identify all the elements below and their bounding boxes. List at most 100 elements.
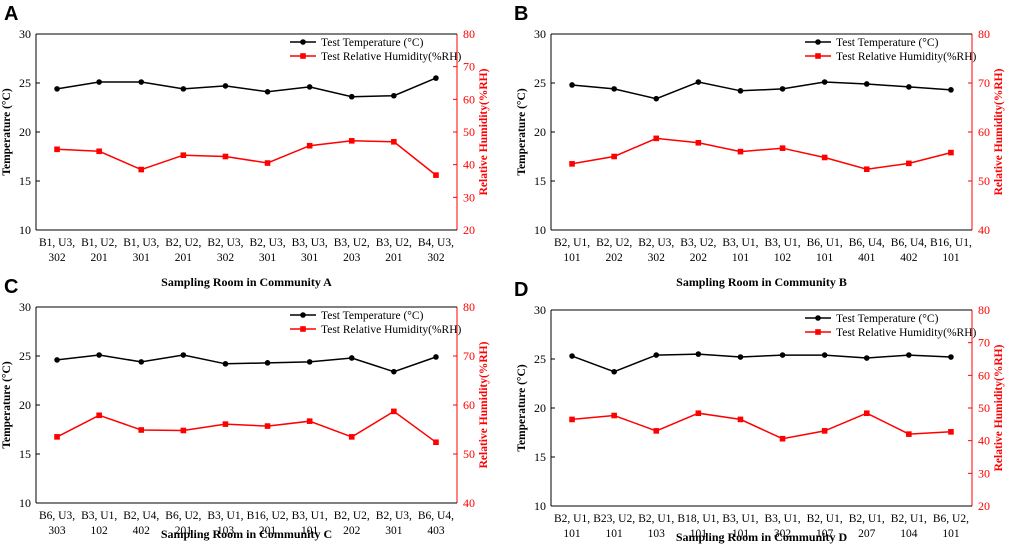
x-tick-label: 402 <box>133 525 151 537</box>
temperature-point <box>863 81 870 87</box>
x-tick-label: B3, U3, <box>292 237 328 249</box>
legend-label: Test Relative Humidity(%RH) <box>321 324 462 336</box>
right-tick-label: 70 <box>978 76 990 90</box>
left-tick-label: 20 <box>19 125 31 139</box>
humidity-point <box>264 160 271 166</box>
x-tick-label: 201 <box>175 525 193 537</box>
left-tick-label: 10 <box>19 496 31 510</box>
humidity-point <box>948 429 954 435</box>
humidity-point <box>906 431 912 437</box>
humidity-point <box>779 435 786 442</box>
temperature-point <box>906 352 912 358</box>
x-tick-label: B2, U3, <box>207 237 243 249</box>
x-tick-label: B3, U2, <box>376 237 412 249</box>
panel-a: A 10 15 20 25 30 20 30 40 50 60 70 80 B1, U3, 302 B1, U… <box>1 3 490 289</box>
x-tick-label: B1, U3, <box>123 237 159 249</box>
right-tick-label: 40 <box>978 223 990 237</box>
x-tick-label: B6, U4, <box>418 510 454 522</box>
x-tick-label: 202 <box>690 252 708 264</box>
x-tick-label: B3, U1, <box>722 513 758 525</box>
temperature-point <box>653 95 660 102</box>
humidity-point <box>222 421 229 427</box>
x-tick-label: B3, U1, <box>292 510 328 522</box>
right-tick-label: 70 <box>463 349 475 363</box>
temperature-point <box>264 89 271 95</box>
panel-label: C <box>4 276 18 298</box>
legend: Test Temperature (°C) Test Relative Humid… <box>805 37 977 63</box>
left-tick-label: 30 <box>19 27 31 41</box>
x-tick-label: 202 <box>343 525 361 537</box>
x-tick-label: 203 <box>343 252 361 264</box>
humidity-line <box>571 137 952 170</box>
humidity-line <box>56 140 437 176</box>
temperature-point <box>821 79 828 85</box>
x-tick-label: 103 <box>217 525 235 537</box>
humidity-line <box>56 410 437 443</box>
panel-label: D <box>514 279 528 301</box>
temperature-point <box>264 360 271 366</box>
left-tick-label: 30 <box>534 27 546 41</box>
temperature-point <box>391 368 397 375</box>
right-axis-title: Relative Humidity(%RH) <box>993 344 1005 471</box>
legend: Test Temperature (°C) Test Relative Humid… <box>290 37 462 63</box>
humidity-point <box>737 416 744 423</box>
x-tick-label: B2, U3, <box>249 237 285 249</box>
panel-label: A <box>4 3 18 25</box>
x-tick-label: B3, U1, <box>764 237 800 249</box>
humidity-point <box>391 139 397 145</box>
legend: Test Temperature (°C) Test Relative Humid… <box>290 310 462 336</box>
humidity-point <box>54 146 60 153</box>
temperature-point <box>96 79 102 85</box>
x-tick-label: 101 <box>732 252 750 264</box>
x-tick-label: B2, U1, <box>638 513 674 525</box>
x-tick-label: 302 <box>217 252 235 264</box>
x-tick-label: B6, U2, <box>165 510 201 522</box>
right-axis-title: Relative Humidity(%RH) <box>478 341 490 468</box>
humidity-point <box>948 149 954 156</box>
legend-label: Test Relative Humidity(%RH) <box>321 51 462 63</box>
x-tick-label: B2, U1, <box>554 513 590 525</box>
legend-marker <box>300 53 306 59</box>
x-tick-label: 101 <box>732 528 750 540</box>
x-tick-label: B18, U1, <box>677 513 719 525</box>
x-tick-label: 201 <box>175 252 193 264</box>
right-tick-label: 30 <box>463 190 475 204</box>
x-tick-label: 102 <box>91 525 109 537</box>
x-tick-label: B2, U2, <box>596 237 632 249</box>
legend-marker <box>300 312 306 318</box>
left-tick-label: 15 <box>534 174 546 188</box>
x-tick-label: 101 <box>816 252 834 264</box>
humidity-point <box>653 135 660 142</box>
humidity-point <box>653 428 660 434</box>
humidity-line <box>571 412 952 440</box>
x-axis-title: Sampling Room in Community A <box>161 275 332 289</box>
right-tick-label: 80 <box>978 27 990 41</box>
x-tick-label: 202 <box>606 252 624 264</box>
humidity-point <box>306 142 313 149</box>
legend-marker <box>815 315 821 321</box>
x-tick-label: B3, U1, <box>764 513 800 525</box>
x-tick-label: B6, U3, <box>39 510 75 522</box>
x-tick-label: 302 <box>774 528 792 540</box>
humidity-point <box>569 416 575 423</box>
x-tick-label: B6, U2, <box>933 513 969 525</box>
legend-label: Test Temperature (°C) <box>836 313 939 325</box>
x-tick-label: B3, U2, <box>680 237 716 249</box>
temperature-point <box>222 83 229 89</box>
x-tick-label: 101 <box>606 528 624 540</box>
right-axis-title: Relative Humidity(%RH) <box>478 68 490 195</box>
humidity-point <box>433 439 439 446</box>
left-tick-label: 10 <box>19 223 31 237</box>
left-tick-label: 10 <box>534 499 546 513</box>
legend-marker <box>815 329 821 335</box>
x-tick-label: B1, U2, <box>81 237 117 249</box>
temperature-point <box>433 75 439 81</box>
x-tick-label: 201 <box>385 252 403 264</box>
x-tick-label: 301 <box>385 525 403 537</box>
temperature-point <box>180 86 187 92</box>
x-tick-label: B2, U1, <box>554 237 590 249</box>
left-axis-title: Temperature (°C) <box>516 364 528 451</box>
temperature-point <box>695 351 702 357</box>
x-tick-label: B6, U1, <box>807 237 843 249</box>
humidity-point <box>180 152 187 158</box>
